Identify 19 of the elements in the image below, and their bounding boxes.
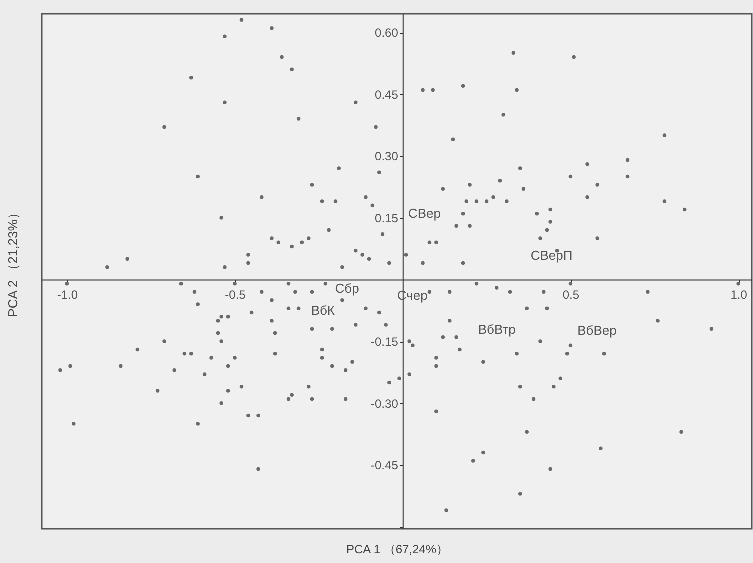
y-tick-label: -0.45 — [371, 458, 399, 473]
x-axis-title: PCA 1 （67,24%） — [346, 542, 449, 556]
annotation: ВбВер — [578, 323, 617, 338]
x-tick-label: -0.5 — [225, 288, 246, 302]
y-tick-label: -0.15 — [371, 335, 399, 350]
y-axis-title: PCA 2 （21,23%） — [6, 206, 20, 318]
annotation: СВер — [408, 206, 441, 221]
x-tick-label: 1.0 — [730, 288, 748, 302]
annotation: ВбВтр — [478, 322, 516, 338]
y-tick-label: 0.30 — [375, 150, 399, 164]
y-tick-label: -0.30 — [371, 396, 399, 411]
y-tick-label: 0.15 — [375, 211, 399, 226]
y-tick-label: 0.60 — [375, 26, 399, 40]
annotation: Сбр — [335, 281, 360, 296]
x-tick-label: -1.0 — [57, 288, 78, 302]
annotation: СВерП — [530, 248, 573, 264]
x-tick-label: 0.5 — [562, 288, 580, 302]
annotation: ВбК — [311, 303, 336, 318]
y-tick-label: 0.45 — [375, 88, 399, 102]
